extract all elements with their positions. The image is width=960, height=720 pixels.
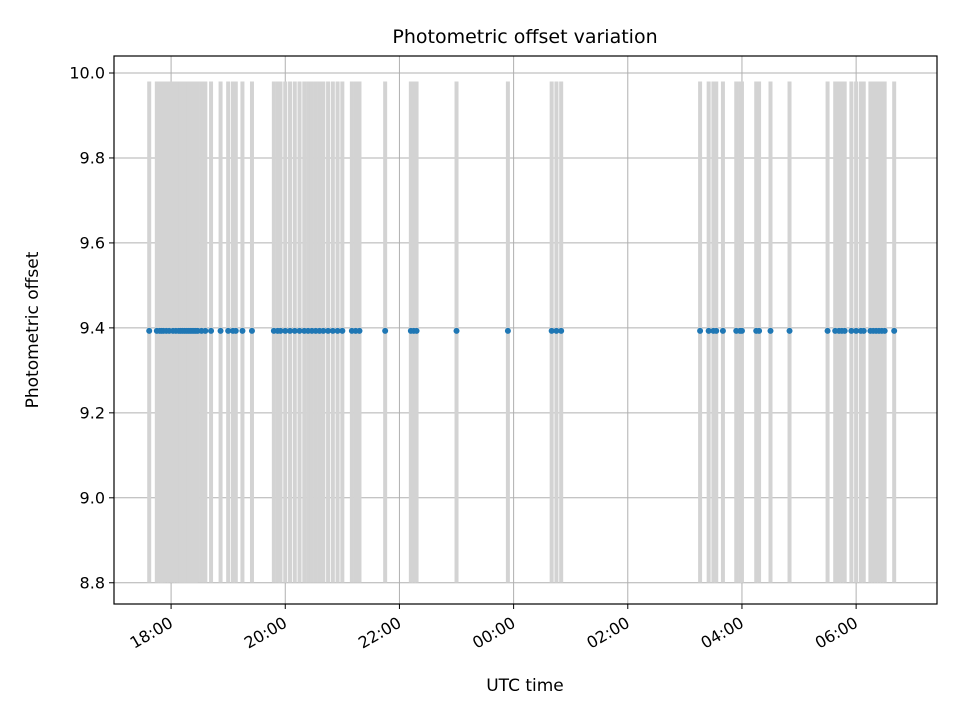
data-point [356, 327, 363, 334]
data-point [296, 327, 303, 334]
data-point [320, 327, 327, 334]
data-point [225, 327, 232, 334]
data-point [325, 327, 332, 334]
data-point [239, 327, 246, 334]
data-point [413, 327, 420, 334]
y-tick-label: 8.8 [80, 573, 105, 592]
y-tick-label: 9.2 [80, 403, 105, 422]
data-point [738, 327, 745, 334]
data-point [202, 327, 209, 334]
data-point [382, 327, 389, 334]
data-point [853, 327, 860, 334]
data-point [848, 327, 855, 334]
data-point [719, 327, 726, 334]
data-point [881, 327, 888, 334]
data-point [232, 327, 239, 334]
data-point [756, 327, 763, 334]
data-point [824, 327, 831, 334]
data-point [277, 327, 284, 334]
data-point [453, 327, 460, 334]
y-tick-label: 9.4 [80, 318, 105, 337]
data-point [339, 327, 346, 334]
data-point [841, 327, 848, 334]
data-point [248, 327, 255, 334]
data-point [786, 327, 793, 334]
y-tick-label: 9.8 [80, 148, 105, 167]
y-axis-label: Photometric offset [23, 251, 43, 408]
data-point [334, 327, 341, 334]
data-point [558, 327, 565, 334]
data-point [217, 327, 224, 334]
data-point [891, 327, 898, 334]
y-tick-label: 9.6 [80, 233, 105, 252]
y-tick-label: 10.0 [69, 63, 105, 82]
data-point [504, 327, 511, 334]
y-axis-ticks: 8.8 9.0 9.2 9.4 9.6 9.8 10.0 [69, 63, 114, 592]
y-tick-label: 9.0 [80, 488, 105, 507]
data-point [860, 327, 867, 334]
data-point [767, 327, 774, 334]
data-point [553, 327, 560, 334]
data-point [329, 327, 336, 334]
data-point [208, 327, 215, 334]
plot-frame [113, 55, 938, 605]
x-axis-label: UTC time [486, 676, 564, 696]
data-point [146, 327, 153, 334]
data-point [282, 327, 289, 334]
data-point [697, 327, 704, 334]
data-point [548, 327, 555, 334]
data-point [291, 327, 298, 334]
data-points [146, 327, 898, 334]
data-point [287, 327, 294, 334]
data-point [713, 327, 720, 334]
chart-title: Photometric offset variation [392, 26, 657, 48]
data-point [705, 327, 712, 334]
